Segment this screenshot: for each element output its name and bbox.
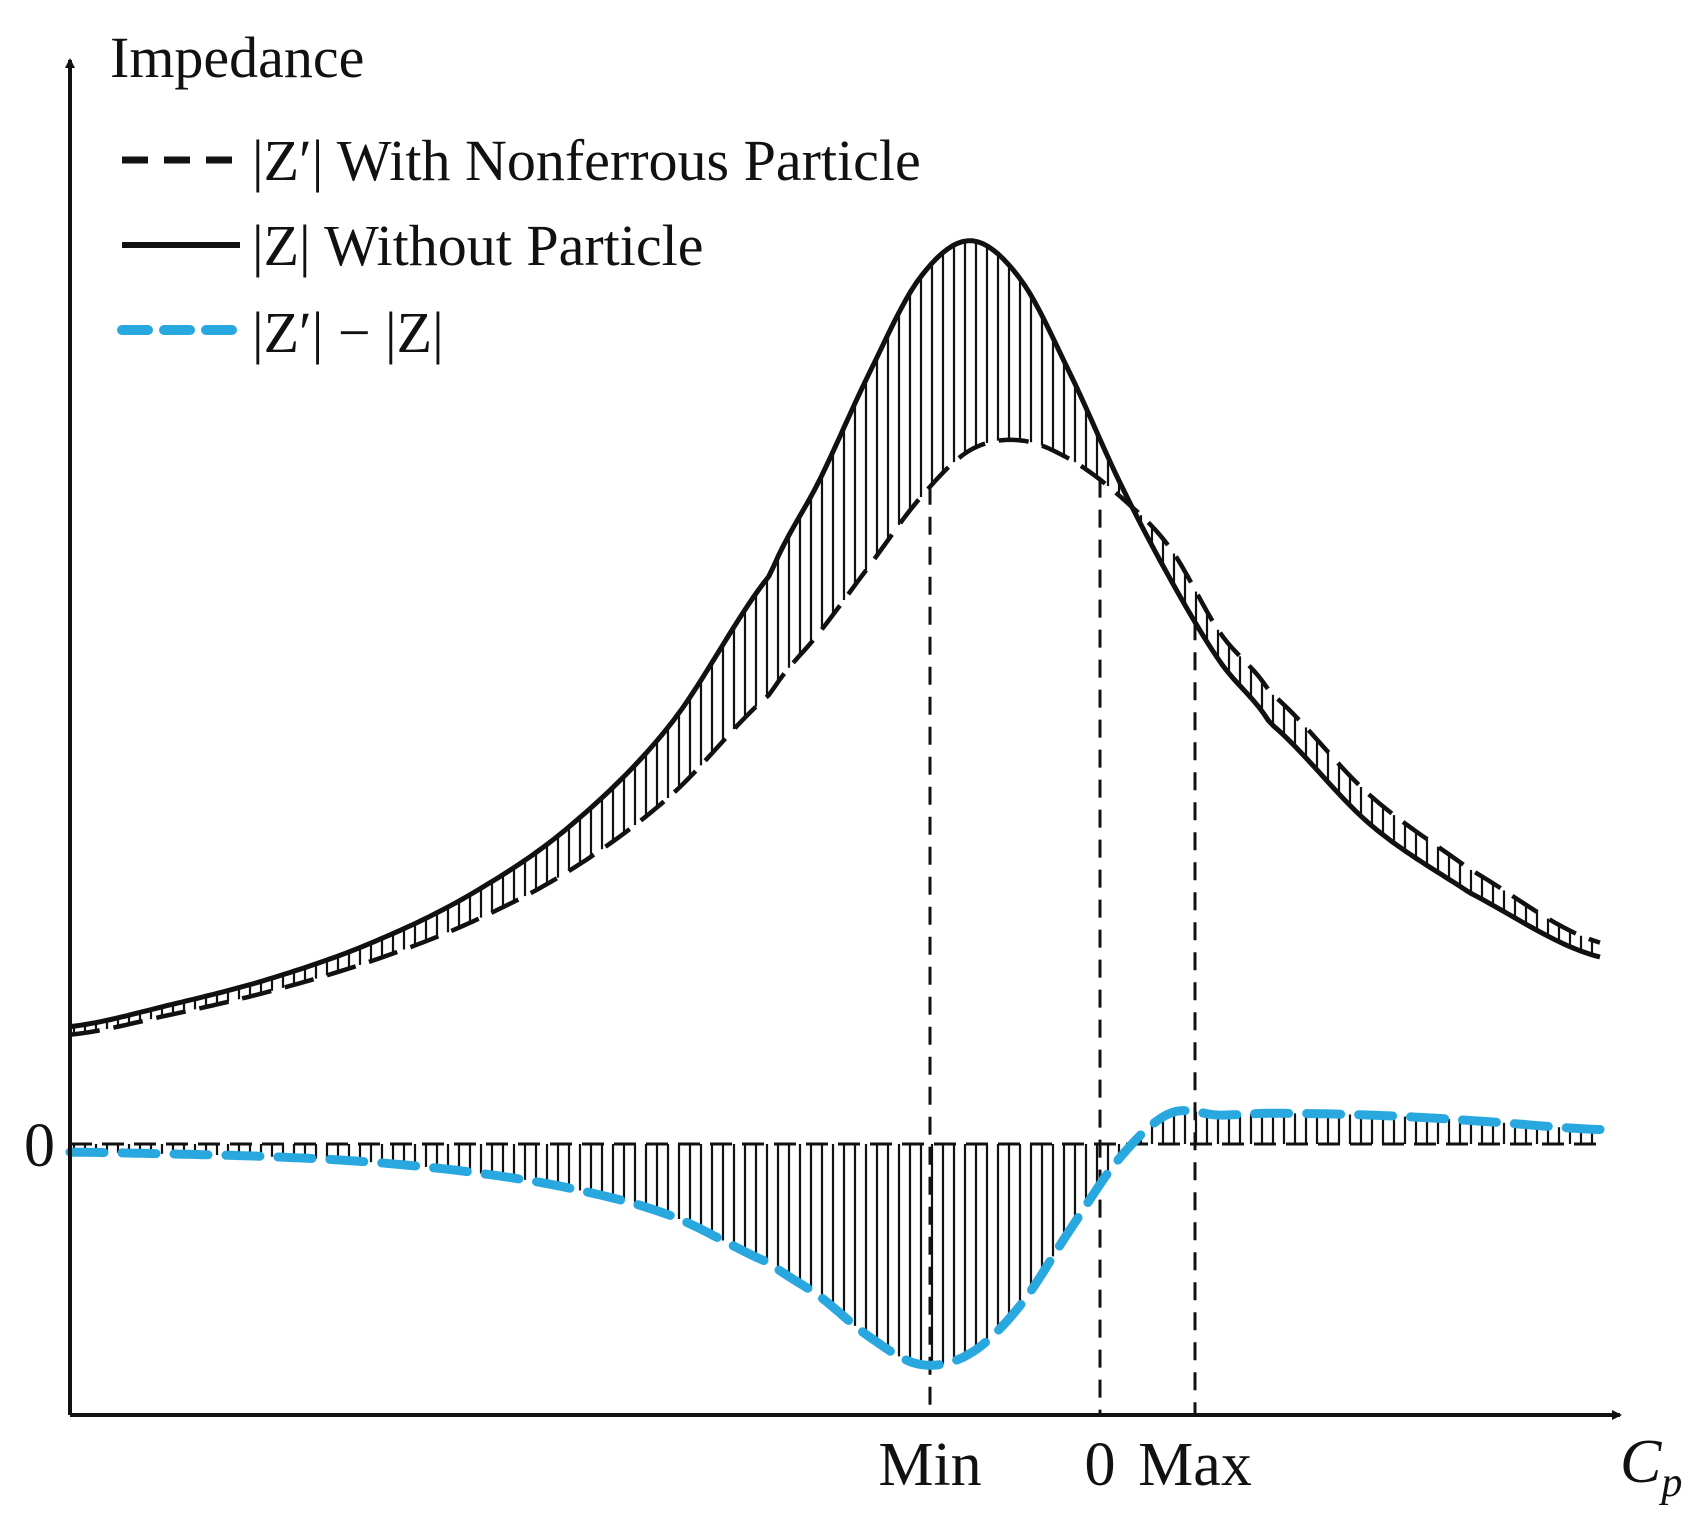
legend-label-difference: |Z′| − |Z| xyxy=(252,300,444,365)
series-line-difference xyxy=(65,1106,1605,1370)
legend-label-with-particle: |Z′| With Nonferrous Particle xyxy=(252,128,921,193)
legend: |Z′| With Nonferrous Particle |Z| Withou… xyxy=(117,128,921,365)
series-line-z-prime-with-particle xyxy=(69,437,1601,1037)
x-tick-label: 0 xyxy=(1085,1431,1116,1499)
guide-lines xyxy=(928,479,1197,1415)
y-tick-labels: 0 xyxy=(24,1112,55,1180)
x-axis-label-subscript: p xyxy=(1658,1460,1682,1506)
legend-label-without-particle: |Z| Without Particle xyxy=(252,213,704,278)
y-axis-label: Impedance xyxy=(110,25,364,90)
x-tick-label: Max xyxy=(1138,1431,1252,1499)
y-tick-label: 0 xyxy=(24,1112,55,1180)
series-lines xyxy=(65,238,1605,1370)
x-axis-label-main: C xyxy=(1620,1428,1662,1496)
x-tick-label: Min xyxy=(878,1431,981,1499)
series-line-z-without-particle xyxy=(69,238,1601,1030)
x-tick-labels: Min 0 Max xyxy=(878,1431,1252,1499)
x-axis-label: Cp xyxy=(1620,1428,1682,1506)
difference-hatching xyxy=(72,241,1594,1366)
